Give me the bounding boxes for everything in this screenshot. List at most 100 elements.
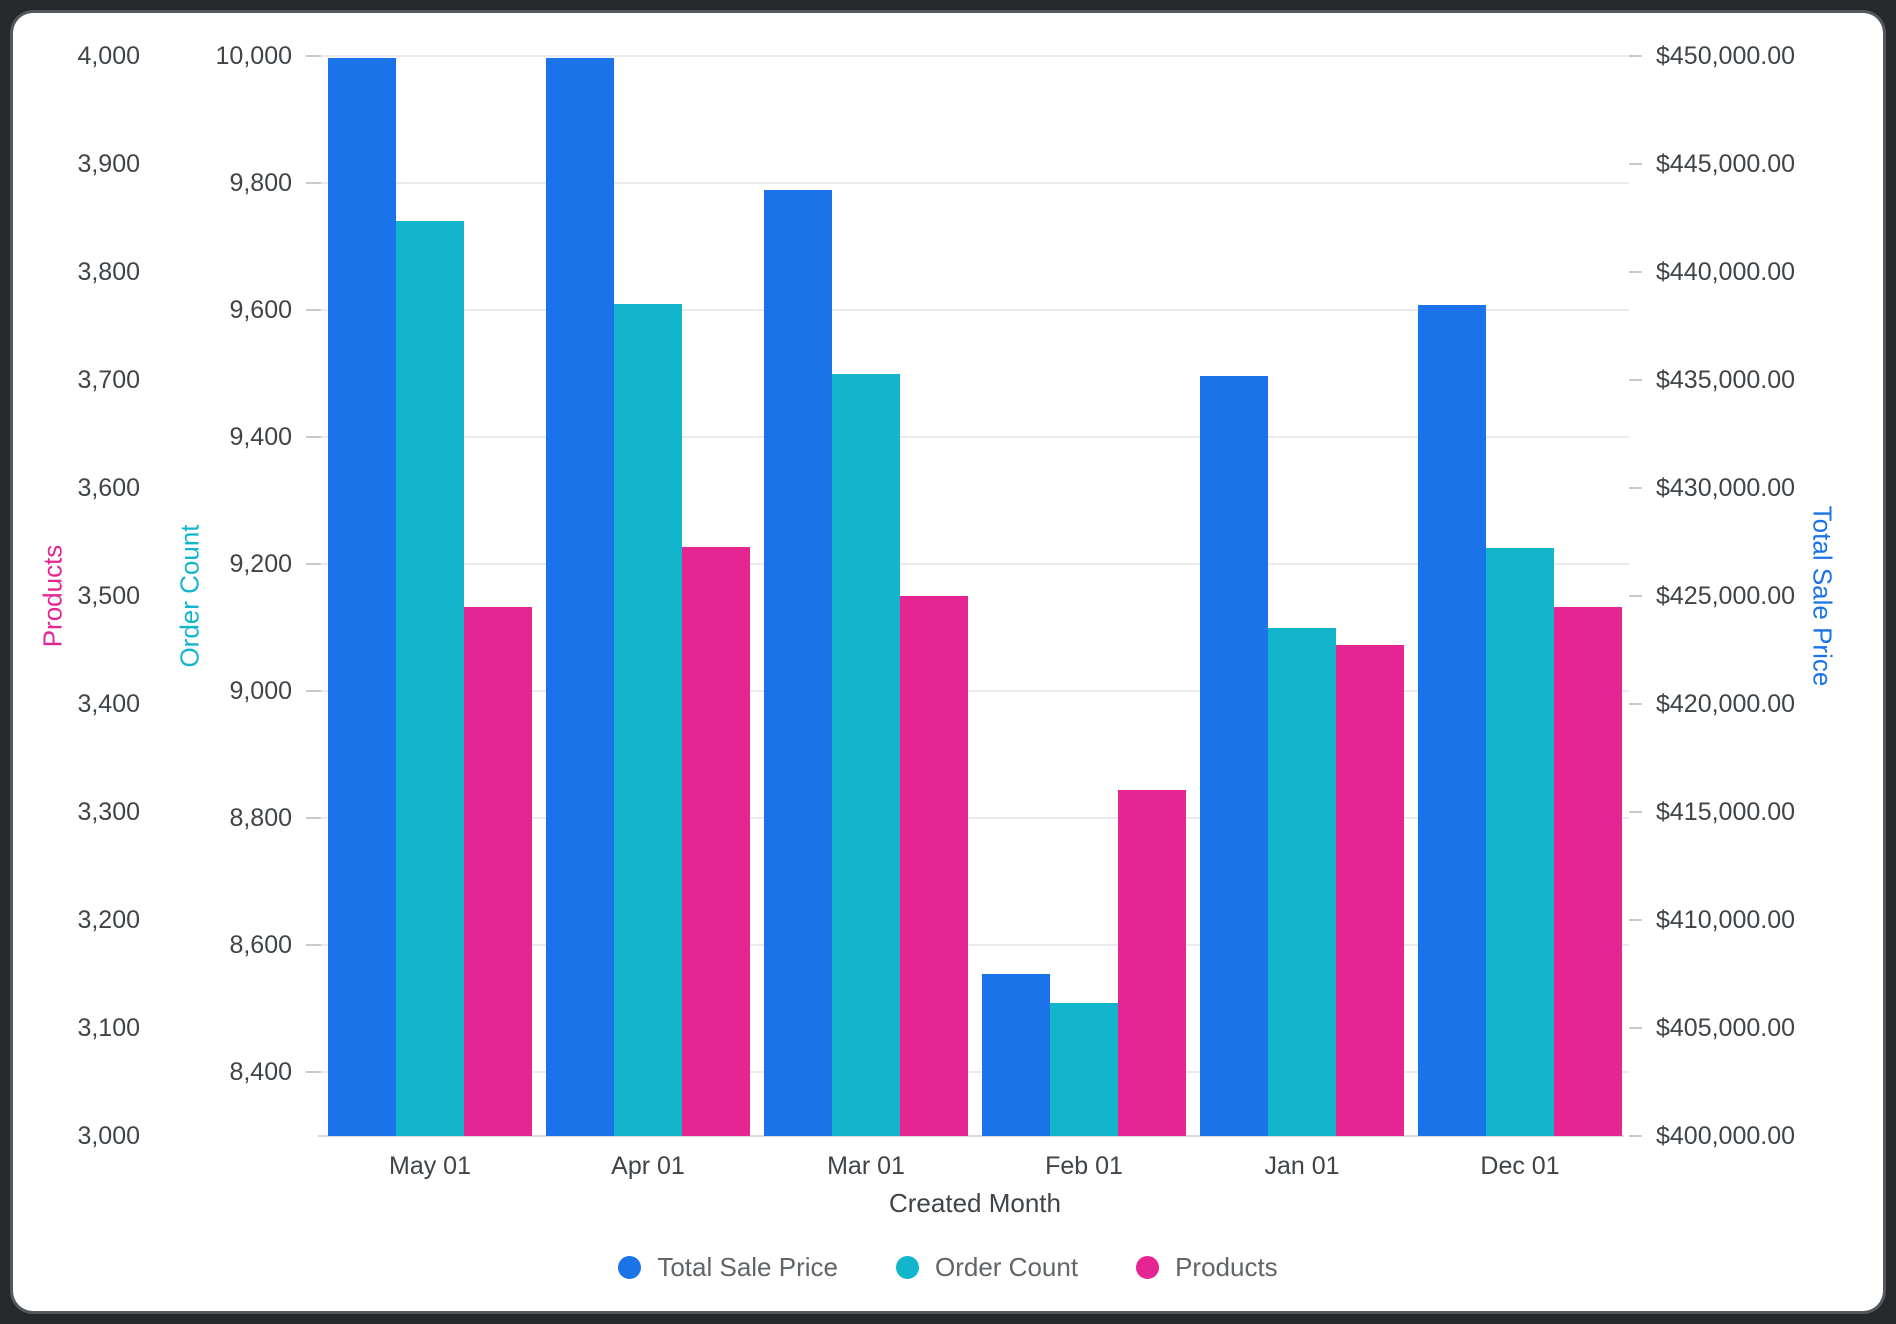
legend-item-total-sale-price[interactable]: Total Sale Price <box>618 1252 838 1283</box>
axis-title-products: Products <box>37 544 68 648</box>
order-count-tick-9,400: 9,400 <box>229 423 292 452</box>
legend-dot-icon <box>618 1256 642 1279</box>
bar-total-sale-price-mar-01[interactable] <box>764 189 832 1136</box>
gridline-9,400 <box>321 436 1629 439</box>
bar-order-count-feb-01[interactable] <box>1050 1002 1118 1136</box>
bar-total-sale-price-jan-01[interactable] <box>1200 375 1268 1136</box>
order-axis-tick-mark <box>306 55 321 57</box>
x-axis-title: Created Month <box>889 1188 1061 1218</box>
order-axis-tick-mark <box>306 436 321 439</box>
products-tick-3,900: 3,900 <box>77 150 140 178</box>
gridline-9,600 <box>321 309 1629 312</box>
bar-products-mar-01[interactable] <box>900 596 968 1136</box>
gridline-10,000 <box>321 55 1629 57</box>
sale-price-axis-tick-mark <box>1629 595 1642 597</box>
bar-products-jan-01[interactable] <box>1336 644 1404 1136</box>
bar-order-count-dec-01[interactable] <box>1486 548 1554 1136</box>
sale-price-tick--425-000-00: $425,000.00 <box>1656 582 1796 610</box>
sale-price-axis-tick-mark <box>1629 1135 1642 1137</box>
order-count-tick-10,000: 10,000 <box>215 42 292 70</box>
sale-price-axis-tick-mark <box>1629 487 1642 489</box>
order-count-tick-8,400: 8,400 <box>229 1058 292 1087</box>
gridline-8,400 <box>321 1071 1629 1074</box>
x-tick-jan-01: Jan 01 <box>1264 1152 1340 1180</box>
sale-price-tick--410-000-00: $410,000.00 <box>1656 906 1796 934</box>
x-tick-may-01: May 01 <box>389 1152 471 1180</box>
order-count-tick-8,800: 8,800 <box>229 804 292 833</box>
axis-title-total-sale-price: Total Sale Price <box>1807 505 1838 687</box>
sale-price-axis-tick-mark <box>1629 55 1642 57</box>
sale-price-tick--405-000-00: $405,000.00 <box>1656 1014 1796 1042</box>
x-tick-mar-01: Mar 01 <box>827 1152 905 1180</box>
legend-dot-icon <box>895 1256 919 1279</box>
sale-price-axis-tick-mark <box>1629 919 1642 921</box>
sale-price-tick--440-000-00: $440,000.00 <box>1656 258 1796 286</box>
sale-price-axis-tick-mark <box>1629 271 1642 273</box>
gridline-9,800 <box>321 182 1629 185</box>
products-tick-3,800: 3,800 <box>77 258 140 286</box>
bar-products-apr-01[interactable] <box>682 547 750 1136</box>
order-axis-tick-mark <box>306 817 321 820</box>
bar-total-sale-price-apr-01[interactable] <box>546 58 614 1136</box>
legend-dot-icon <box>1136 1256 1160 1279</box>
bar-order-count-mar-01[interactable] <box>832 373 900 1136</box>
order-count-tick-9,600: 9,600 <box>229 296 292 325</box>
legend-item-products[interactable]: Products <box>1136 1252 1278 1283</box>
products-tick-3,200: 3,200 <box>77 906 140 934</box>
sale-price-axis-tick-mark <box>1629 703 1642 705</box>
products-tick-3,600: 3,600 <box>77 474 140 502</box>
bar-total-sale-price-feb-01[interactable] <box>982 974 1050 1136</box>
plot-area <box>321 56 1629 1136</box>
products-tick-3,400: 3,400 <box>77 690 140 718</box>
x-axis-line <box>318 1135 1624 1137</box>
bar-total-sale-price-may-01[interactable] <box>328 58 396 1136</box>
bar-total-sale-price-dec-01[interactable] <box>1418 305 1486 1136</box>
bar-order-count-may-01[interactable] <box>396 221 464 1136</box>
gridline-8,600 <box>321 944 1629 947</box>
x-tick-apr-01: Apr 01 <box>611 1152 685 1180</box>
legend-label: Order Count <box>934 1252 1079 1282</box>
legend-item-order-count[interactable]: Order Count <box>895 1252 1079 1283</box>
products-tick-3,100: 3,100 <box>77 1014 140 1042</box>
gridline-9,200 <box>321 563 1629 566</box>
bar-products-feb-01[interactable] <box>1118 790 1186 1136</box>
order-count-tick-9,000: 9,000 <box>229 677 292 706</box>
sale-price-tick--430-000-00: $430,000.00 <box>1656 474 1796 502</box>
products-tick-3,000: 3,000 <box>77 1122 140 1150</box>
order-axis-tick-mark <box>306 690 321 693</box>
gridline-8,800 <box>321 817 1629 820</box>
sale-price-axis-tick-mark <box>1629 811 1642 813</box>
products-tick-3,700: 3,700 <box>77 366 140 394</box>
x-tick-dec-01: Dec 01 <box>1480 1152 1560 1180</box>
order-count-tick-9,200: 9,200 <box>229 550 292 579</box>
sale-price-tick--435-000-00: $435,000.00 <box>1656 366 1796 394</box>
order-axis-tick-mark <box>306 182 321 185</box>
sale-price-tick--420-000-00: $420,000.00 <box>1656 690 1796 718</box>
sale-price-tick--415-000-00: $415,000.00 <box>1656 798 1796 826</box>
sale-price-axis-tick-mark <box>1629 1027 1642 1029</box>
order-count-tick-8,600: 8,600 <box>229 931 292 960</box>
legend-label: Products <box>1175 1252 1278 1282</box>
products-tick-3,300: 3,300 <box>77 798 140 826</box>
legend: Total Sale Price Order Count Products <box>0 1252 1896 1283</box>
products-tick-4,000: 4,000 <box>77 42 140 70</box>
sale-price-axis-tick-mark <box>1629 379 1642 381</box>
products-tick-3,500: 3,500 <box>77 582 140 610</box>
order-axis-tick-mark <box>306 944 321 947</box>
bar-products-may-01[interactable] <box>464 606 532 1136</box>
bar-order-count-apr-01[interactable] <box>614 303 682 1136</box>
legend-label: Total Sale Price <box>657 1252 838 1282</box>
bar-products-dec-01[interactable] <box>1554 606 1622 1136</box>
sale-price-tick--450-000-00: $450,000.00 <box>1656 42 1796 70</box>
order-axis-tick-mark <box>306 563 321 566</box>
order-axis-tick-mark <box>306 1071 321 1074</box>
bar-order-count-jan-01[interactable] <box>1268 627 1336 1136</box>
order-count-tick-9,800: 9,800 <box>229 169 292 198</box>
sale-price-axis-tick-mark <box>1629 163 1642 165</box>
order-axis-tick-mark <box>306 309 321 312</box>
sale-price-tick--400-000-00: $400,000.00 <box>1656 1122 1796 1150</box>
sale-price-tick--445-000-00: $445,000.00 <box>1656 150 1796 178</box>
axis-title-order-count: Order Count <box>174 524 205 668</box>
